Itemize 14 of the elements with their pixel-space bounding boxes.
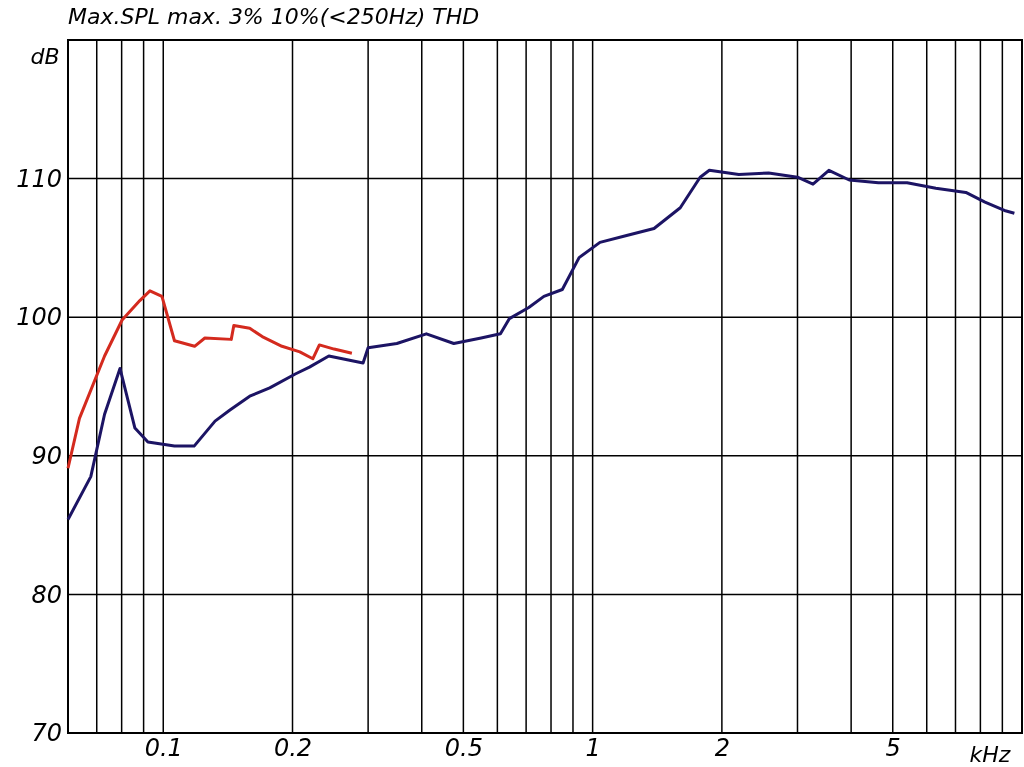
x-tick-label: 0.2	[273, 734, 313, 763]
y-tick-label: 100	[16, 303, 62, 332]
x-axis-title: kHz	[969, 742, 1011, 767]
y-tick-label: 90	[31, 441, 62, 470]
x-tick-label: 2	[714, 734, 731, 763]
x-tick-label: 0.1	[144, 734, 183, 763]
y-tick-label: 80	[31, 580, 62, 609]
x-tick-label: 0.5	[444, 734, 483, 763]
y-axis-title: dB	[30, 44, 60, 69]
y-tick-label: 110	[16, 164, 62, 193]
chart-title: Max.SPL max. 3% 10%(<250Hz) THD	[68, 4, 480, 29]
x-tick-label: 5	[885, 734, 901, 763]
x-tick-label: 1	[585, 734, 601, 763]
y-tick-label: 70	[31, 719, 62, 748]
